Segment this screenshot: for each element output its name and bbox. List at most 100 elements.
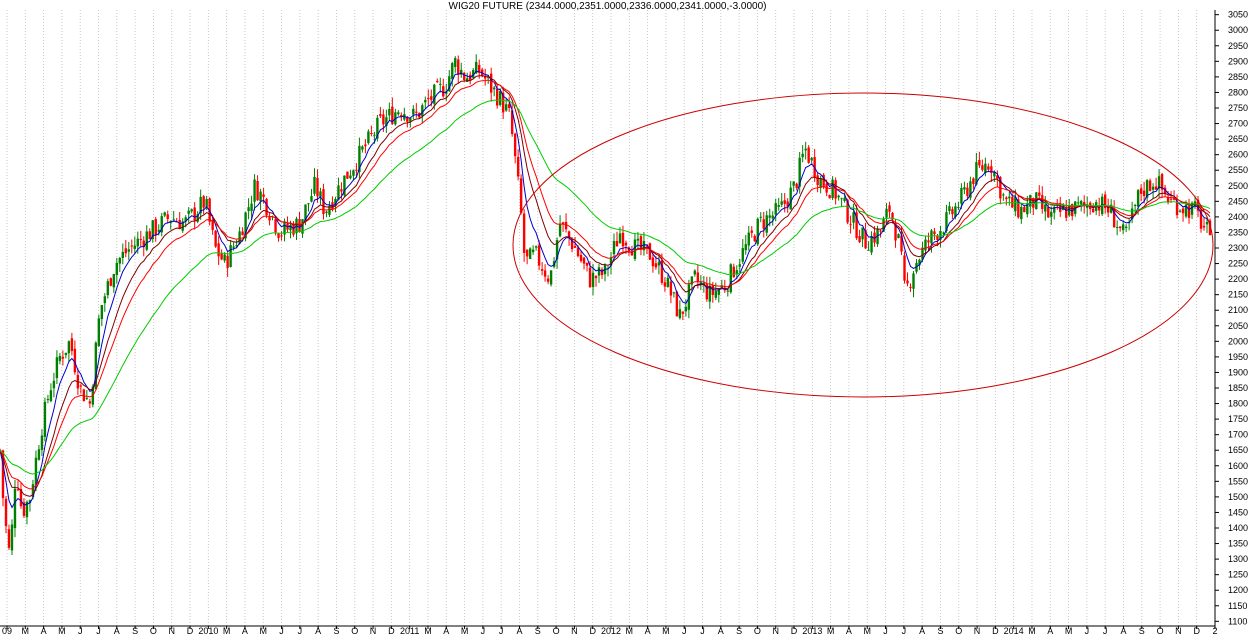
candle-up <box>729 264 732 293</box>
candle-up <box>738 264 741 267</box>
candle-up <box>1026 203 1029 215</box>
x-tick-label: M <box>461 626 469 636</box>
candle-up <box>963 187 966 190</box>
candle-down <box>825 183 828 193</box>
candle-up <box>424 99 427 103</box>
candle-down <box>166 214 169 219</box>
candle-up <box>1086 205 1089 208</box>
x-tick-label: S <box>333 626 339 636</box>
candle-up <box>528 248 532 259</box>
candle-down <box>864 230 867 249</box>
candle-down <box>277 233 280 238</box>
x-tick-label: A <box>242 626 248 636</box>
y-tick-label: 2450 <box>1228 196 1248 206</box>
candle-up <box>840 198 843 200</box>
candle-down <box>507 104 511 108</box>
moving-averages <box>0 70 1211 509</box>
candle-down <box>16 489 20 491</box>
candle-down <box>1172 198 1176 200</box>
candle-down <box>576 247 580 257</box>
candle-up <box>454 58 457 67</box>
candle-down <box>783 200 786 204</box>
candle-down <box>828 194 831 199</box>
y-tick-label: 2850 <box>1228 72 1248 82</box>
candle-down <box>1181 208 1185 214</box>
candle-down <box>22 502 26 516</box>
candle-down <box>696 272 700 282</box>
candle-up <box>196 214 199 222</box>
y-axis: 1100 1150 1200 1250 1300 1350 1400 1450 1500 1550… <box>1214 10 1248 626</box>
candle-down <box>208 198 211 222</box>
x-tick-label: A <box>645 626 651 636</box>
candle-down <box>816 175 819 186</box>
candle-down <box>621 232 625 247</box>
candle-up <box>801 153 804 158</box>
candle-up <box>714 291 718 298</box>
candle-down <box>316 177 319 197</box>
candle-down <box>561 222 565 224</box>
candle-up <box>1151 186 1155 190</box>
candle-up <box>385 117 388 126</box>
candle-down <box>109 278 113 286</box>
candle-up <box>831 179 834 199</box>
candle-up <box>43 401 47 437</box>
x-tick-label: O <box>1157 626 1164 636</box>
x-tick-label: N <box>370 626 377 636</box>
candle-down <box>681 311 685 314</box>
candle-up <box>957 207 960 209</box>
candle-down <box>1187 206 1191 218</box>
candle-down <box>1208 220 1212 236</box>
candle-down <box>927 240 930 243</box>
candle-down <box>211 219 214 230</box>
candle-up <box>948 206 951 212</box>
y-tick-label: 2950 <box>1228 41 1248 51</box>
candle-up <box>28 500 32 503</box>
x-tick-label: D <box>589 626 596 636</box>
x-tick-label: M <box>626 626 634 636</box>
candle-up <box>1077 202 1080 204</box>
candle-down <box>936 235 939 240</box>
candle-down <box>1065 208 1068 218</box>
candle-up <box>64 352 68 356</box>
candle-up <box>747 232 750 246</box>
x-tick-label: A <box>114 626 120 636</box>
candle-down <box>660 260 664 283</box>
x-tick-label: J <box>700 626 705 636</box>
candle-down <box>1163 187 1167 195</box>
candle-up <box>597 267 601 276</box>
candle-down <box>1071 204 1074 217</box>
candle-down <box>849 224 852 226</box>
candle-down <box>522 213 526 254</box>
candle-up <box>1008 196 1011 199</box>
candle-up <box>498 91 502 105</box>
candle-up <box>37 449 41 460</box>
y-tick-label: 1100 <box>1228 616 1247 626</box>
candle-down <box>579 254 583 262</box>
candle-up <box>472 70 475 78</box>
y-tick-label: 2100 <box>1228 305 1248 315</box>
moving-average-line <box>0 79 1211 490</box>
x-tick-label: O <box>351 626 358 636</box>
candle-up <box>708 285 712 302</box>
candle-up <box>466 78 469 82</box>
x-tick-label: N <box>571 626 578 636</box>
candle-up <box>343 175 346 196</box>
candle-down <box>483 76 487 79</box>
y-tick-label: 2200 <box>1228 274 1248 284</box>
y-tick-label: 1450 <box>1228 507 1248 517</box>
y-tick-label: 2700 <box>1228 119 1248 129</box>
candle-down <box>220 253 223 260</box>
candle-up <box>1157 176 1161 189</box>
x-tick-label: S <box>736 626 742 636</box>
candle-down <box>202 196 205 208</box>
candle-down <box>516 156 520 177</box>
candle-up <box>774 203 777 215</box>
candle-up <box>765 215 768 233</box>
candle-up <box>684 306 688 312</box>
y-tick-label: 2550 <box>1228 165 1248 175</box>
candle-down <box>436 80 439 83</box>
y-tick-label: 1700 <box>1228 430 1248 440</box>
candle-up <box>672 292 676 294</box>
x-tick-label: M <box>1028 626 1036 636</box>
y-tick-label: 2050 <box>1228 321 1248 331</box>
